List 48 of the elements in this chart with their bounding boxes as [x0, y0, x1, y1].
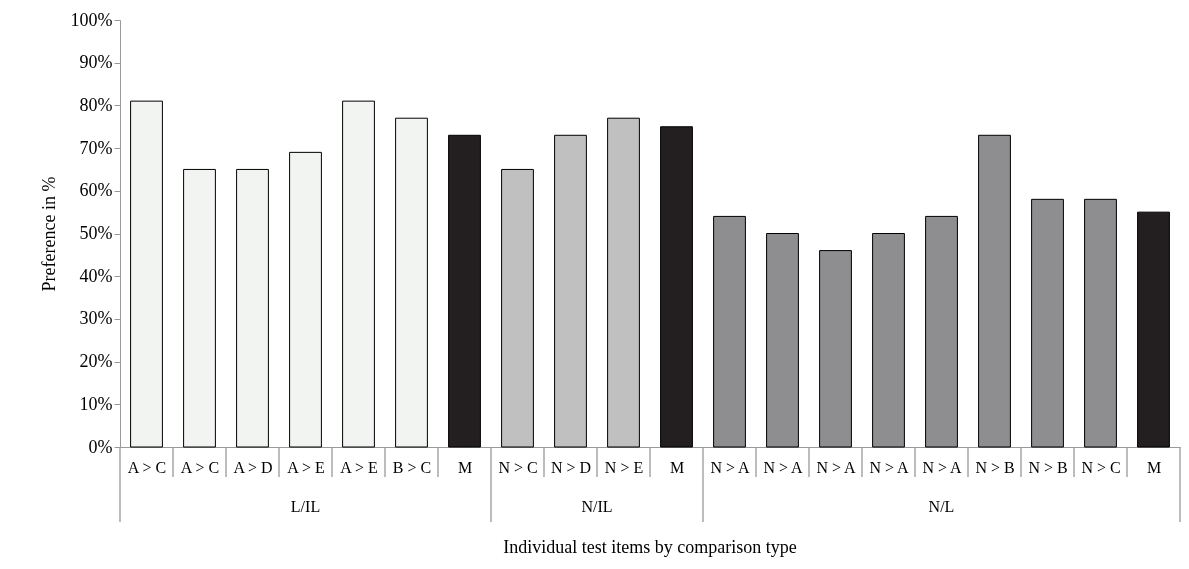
x-tick-label: A > C [180, 458, 220, 476]
y-tick-label: 20% [79, 351, 113, 372]
x-tick-label: N > A [710, 458, 751, 476]
bar [183, 168, 216, 448]
y-tick-label: 10% [79, 393, 113, 414]
x-tick-label: A > C [127, 458, 167, 476]
x-tick-label: A > D [233, 458, 273, 476]
x-tick-label: N > A [816, 458, 857, 476]
bar [448, 134, 481, 448]
x-tick-label: N > A [922, 458, 963, 476]
text: N/IL [581, 498, 613, 515]
x-tick-label: N > B [1028, 458, 1068, 476]
x-tick-label: N > D [550, 458, 592, 476]
x-tick-label: M [1146, 458, 1162, 476]
x-tick-label: B > C [392, 458, 432, 476]
x-tick-label: N > C [498, 458, 538, 476]
x-tick-label: A > E [287, 458, 325, 476]
y-tick-label: 100% [70, 9, 113, 30]
y-tick-label: 50% [79, 223, 113, 243]
bar [395, 117, 428, 448]
y-tick-label: 90% [79, 52, 113, 73]
x-tick-label: N > A [869, 458, 910, 476]
x-tick-label: N > C [1081, 458, 1121, 476]
text: N/L [928, 498, 955, 515]
x-tick-label: N > E [604, 458, 644, 476]
bar [130, 100, 163, 448]
y-tick-label: 30% [79, 308, 113, 329]
bar [501, 168, 534, 448]
y-tick-label: 60% [79, 180, 113, 201]
bar [660, 126, 693, 448]
bar [342, 100, 375, 448]
text: L/IL [290, 498, 321, 515]
x-tick-label: N > B [975, 458, 1015, 476]
bar [554, 134, 587, 448]
bar [236, 168, 269, 448]
y-tick-label: 70% [79, 137, 113, 158]
y-tick-label: 40% [79, 265, 113, 286]
x-axis-title: Individual test items by comparison type [503, 537, 797, 557]
y-tick-label: 80% [79, 94, 113, 115]
y-axis-title: Preference in % [38, 176, 59, 292]
x-tick-label: M [457, 458, 473, 476]
bar [1137, 211, 1170, 448]
bar [607, 117, 640, 448]
y-tick-label: 0% [88, 436, 113, 457]
x-tick-label: N > A [763, 458, 804, 476]
bar [289, 151, 322, 448]
x-tick-label: M [669, 458, 685, 476]
x-tick-label: A > E [340, 458, 378, 476]
